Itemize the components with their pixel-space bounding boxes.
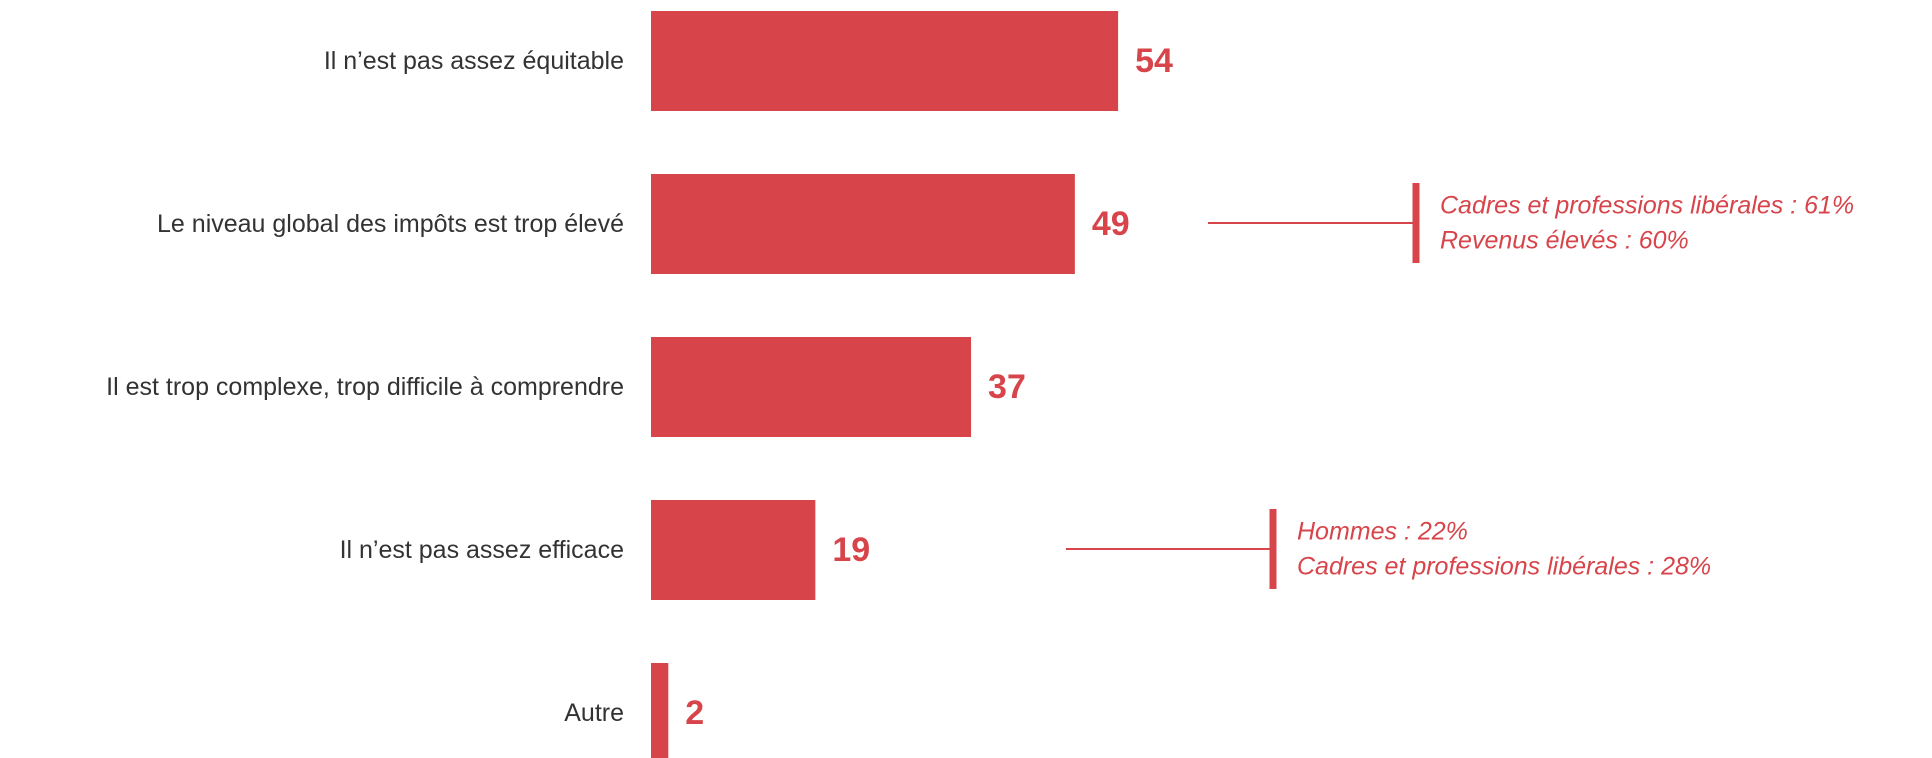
category-label: Il est trop complexe, trop difficile à c… (106, 373, 624, 401)
annotation-text: Cadres et professions libérales : 28% (1297, 553, 1711, 581)
category-label: Autre (564, 699, 624, 727)
annotation-text: Revenus élevés : 60% (1440, 227, 1689, 255)
bar (651, 174, 1075, 274)
annotation-text: Cadres et professions libérales : 61% (1440, 192, 1854, 220)
bar (651, 663, 669, 758)
category-label: Le niveau global des impôts est trop éle… (157, 210, 624, 238)
annotation-text: Hommes : 22% (1297, 518, 1468, 546)
bar (651, 337, 972, 437)
category-label: Il n’est pas assez efficace (340, 536, 624, 564)
value-label: 19 (832, 531, 870, 569)
value-label: 54 (1135, 42, 1173, 80)
value-label: 37 (988, 368, 1026, 406)
bar (651, 11, 1119, 111)
category-label: Il n’est pas assez équitable (324, 47, 624, 75)
bar (651, 500, 816, 600)
value-label: 49 (1092, 205, 1130, 243)
value-label: 2 (685, 694, 704, 732)
